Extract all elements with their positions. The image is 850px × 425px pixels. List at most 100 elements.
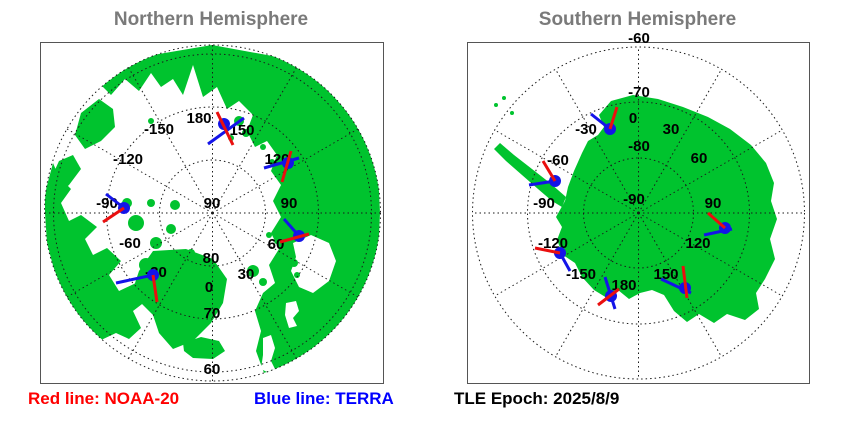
longitude-label: 0 <box>205 279 213 296</box>
longitude-label: 150 <box>653 266 678 283</box>
satellite-marker <box>115 269 159 303</box>
satellite-marker <box>534 246 572 272</box>
south-land-layer <box>494 95 777 323</box>
latitude-label: -60 <box>628 30 650 47</box>
terra-track-line <box>528 179 556 187</box>
noaa20-track-line <box>151 274 159 303</box>
latitude-label: 60 <box>204 361 221 378</box>
terra-track-line <box>282 218 301 237</box>
iceland-landmass <box>183 337 225 359</box>
noaa20-track-line <box>534 246 561 255</box>
satellite-marker <box>703 211 733 237</box>
meridian-line <box>212 128 359 214</box>
longitude-label: -150 <box>144 121 174 138</box>
satellite-marker <box>660 265 692 299</box>
satellite-marker <box>102 192 130 224</box>
satellite-marker <box>597 276 620 310</box>
satellite-marker <box>279 218 310 244</box>
antarctic-peninsula <box>494 143 566 207</box>
meridian-line <box>638 212 783 297</box>
satellite-marker <box>528 160 561 187</box>
meridian-line <box>212 67 297 214</box>
graticule-circle <box>527 101 750 325</box>
latitude-label: 70 <box>204 305 221 322</box>
longitude-label: 0 <box>629 110 637 127</box>
meridian-line <box>638 68 722 214</box>
latitude-label: -80 <box>628 138 650 155</box>
meridian-line <box>555 68 639 214</box>
meridian-line <box>128 212 213 359</box>
meridian-line <box>128 67 213 214</box>
noaa20-track-line <box>215 111 235 146</box>
terra-track-line <box>105 192 125 210</box>
alaska-landmass <box>49 155 81 195</box>
longitude-label: 30 <box>238 266 255 283</box>
terra-track-line <box>590 112 611 131</box>
north-map-title: Northern Hemisphere <box>113 9 309 30</box>
legend-tle-epoch: TLE Epoch: 2025/8/9 <box>454 389 620 408</box>
terra-track-line <box>603 276 617 310</box>
meridian-line <box>212 212 297 359</box>
noaa20-track-line <box>541 160 557 182</box>
longitude-label: 60 <box>268 236 285 253</box>
terra-track-line <box>703 227 733 237</box>
south-graticule-layer <box>472 46 805 380</box>
graticule-circle <box>472 46 805 380</box>
southern-hemisphere-map: 0306090120150180-150-120-90-60-30-60-70-… <box>467 30 810 384</box>
meridian-line <box>66 212 213 298</box>
antarctic-islands <box>494 96 514 115</box>
longitude-label: -120 <box>113 151 143 168</box>
noaa20-track-line <box>280 150 293 183</box>
longitude-label: 90 <box>705 195 722 212</box>
terra-track-line <box>263 156 300 170</box>
longitude-label: -90 <box>533 195 555 212</box>
legend-noaa20: Red line: NOAA-20 <box>28 389 180 408</box>
longitude-label: 60 <box>691 150 708 167</box>
northern-hemisphere-map: 1801501209060300-30-60-90-120-1509080706… <box>40 42 384 384</box>
longitude-label: -150 <box>566 266 596 283</box>
satellite-marker <box>207 111 245 146</box>
longitude-label: 30 <box>663 121 680 138</box>
chukotka-landmass <box>75 99 115 149</box>
graticule-circle <box>159 159 266 267</box>
terra-track-line <box>115 273 154 285</box>
meridian-line <box>494 129 639 214</box>
meridian-line <box>555 212 639 358</box>
latitude-label: -90 <box>623 191 645 208</box>
meridian-line <box>212 212 359 298</box>
white-sea <box>285 301 299 328</box>
noaa20-track-line <box>681 265 689 299</box>
eurasia-landmass <box>99 45 380 373</box>
satellite-marker <box>590 106 619 135</box>
noaa20-track-line <box>707 211 726 230</box>
longitude-label: 120 <box>685 235 710 252</box>
terra-track-line <box>558 252 572 272</box>
noaa20-track-line <box>279 232 310 244</box>
satellite-marker <box>263 150 300 183</box>
longitude-label: -30 <box>575 121 597 138</box>
latitude-label: -70 <box>628 84 650 101</box>
meridian-line <box>66 128 213 214</box>
gulf-of-bothnia <box>261 335 275 373</box>
noaa20-track-line <box>608 106 619 130</box>
north-graticule-layer <box>44 44 381 382</box>
longitude-label: 180 <box>186 110 211 127</box>
longitude-label: 150 <box>229 122 254 139</box>
graticule-circle <box>106 106 319 320</box>
longitude-label: -60 <box>119 235 141 252</box>
south-markers-layer <box>528 106 733 310</box>
longitude-label: -60 <box>547 152 569 169</box>
meridian-line <box>638 212 722 358</box>
longitude-label: 90 <box>281 195 298 212</box>
meridian-line <box>638 129 783 214</box>
latitude-label: 90 <box>204 195 221 212</box>
north-america-landmass <box>45 163 146 341</box>
latitude-label: 80 <box>203 250 220 267</box>
longitude-label: -90 <box>96 195 118 212</box>
antarctica-landmass <box>556 95 777 323</box>
meridian-line <box>494 212 639 297</box>
barents-sea <box>291 235 336 293</box>
arctic-islands <box>122 116 300 315</box>
north-markers-layer <box>102 111 310 303</box>
